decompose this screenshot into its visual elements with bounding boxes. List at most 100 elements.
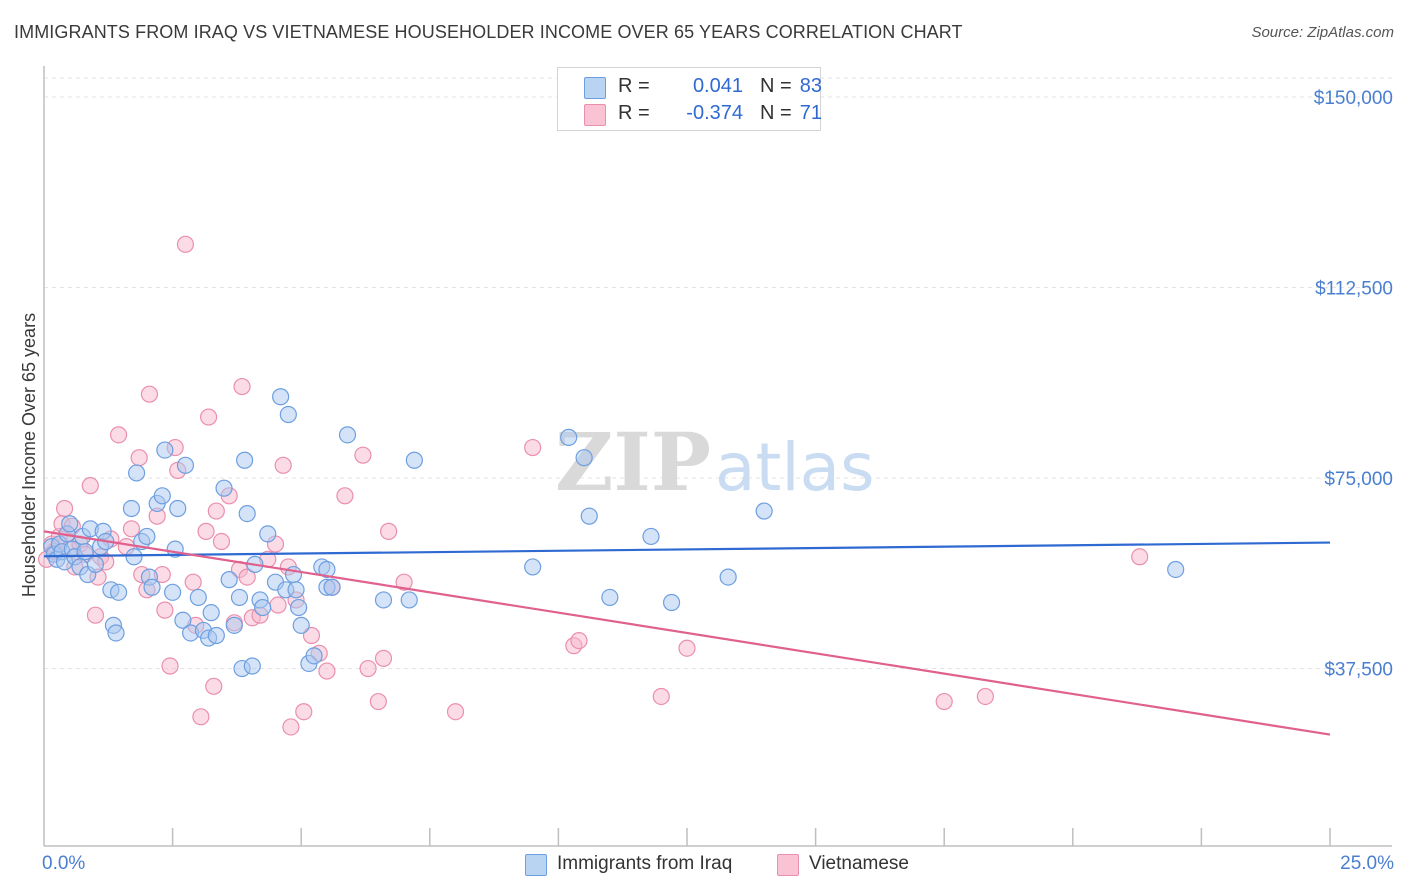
y-tick-label: $75,000	[1324, 469, 1393, 490]
iraq-point	[215, 479, 233, 497]
tick-labels: $37,500 $75,000 $112,500 $150,000 0.0% 25.0%	[42, 88, 1394, 874]
iraq-point	[225, 616, 243, 634]
iraq-point	[601, 588, 619, 607]
legend-r-value: -0.374	[686, 102, 743, 124]
vietnamese-point	[140, 385, 159, 403]
iraq-point	[156, 441, 174, 459]
iraq-point	[125, 548, 143, 566]
vietnamese-point	[197, 522, 215, 540]
iraq-point	[153, 487, 171, 505]
iraq-trend-line	[43, 541, 1331, 558]
legend-swatch-iraq	[525, 854, 547, 876]
iraq-point	[107, 624, 125, 642]
iraq-point	[176, 456, 195, 474]
legend-r-value: 0.041	[692, 75, 743, 97]
legend-swatch-vietnamese	[777, 854, 799, 876]
iraq-point	[642, 527, 660, 546]
vietnamese-point	[354, 446, 372, 464]
vietnamese-point	[318, 662, 336, 680]
vietnamese-point	[161, 657, 179, 675]
legend-label-vietnamese: Vietnamese	[809, 853, 909, 874]
iraq-point	[86, 555, 105, 573]
iraq-point	[560, 428, 578, 446]
iraq-point	[61, 515, 79, 533]
vietnamese-point	[176, 235, 195, 253]
iraq-point	[279, 405, 297, 424]
iraq-point	[174, 611, 192, 629]
iraq-point	[109, 583, 128, 601]
legend-n-label: N =	[760, 75, 792, 97]
iraq-point	[143, 578, 161, 596]
y-tick-label: $37,500	[1324, 660, 1393, 681]
iraq-point	[122, 499, 141, 518]
iraq-point	[580, 507, 598, 525]
vietnamese-point	[233, 377, 251, 396]
x-tick-label: 25.0%	[1340, 853, 1394, 874]
vietnamese-trend-line	[43, 530, 1331, 736]
vietnamese-point	[976, 687, 994, 706]
vietnamese-point	[184, 573, 202, 591]
vietnamese-point	[295, 703, 313, 721]
iraq-point	[287, 581, 305, 599]
iraq-point	[254, 598, 272, 617]
legend-label-iraq: Immigrants from Iraq	[557, 853, 733, 874]
iraq-point	[662, 593, 681, 612]
iraq-point	[207, 626, 225, 645]
iraq-point	[238, 504, 256, 523]
vietnamese-point	[205, 677, 223, 695]
vietnamese-point	[374, 649, 393, 667]
vietnamese-point	[524, 438, 542, 457]
iraq-points	[43, 388, 1185, 678]
vietnamese-point	[200, 408, 218, 426]
iraq-point	[323, 578, 341, 596]
vietnamese-point	[570, 631, 588, 650]
y-axis-label: Householder Income Over 65 years	[19, 313, 39, 597]
iraq-point	[374, 591, 393, 609]
legend-n-value: 83	[799, 75, 822, 97]
legend-n-value: 71	[799, 102, 822, 124]
y-tick-label: $112,500	[1315, 279, 1393, 300]
correlation-legend: R = 0.041 N = 83 R = -0.374 N = 71	[557, 67, 822, 131]
vietnamese-point	[395, 573, 413, 591]
vietnamese-point	[109, 426, 128, 444]
y-tick-label: $150,000	[1314, 88, 1393, 109]
vietnamese-point	[652, 687, 670, 706]
vietnamese-point	[380, 522, 398, 540]
iraq-point	[318, 560, 336, 579]
x-tick-label: 0.0%	[42, 853, 85, 874]
vietnamese-point	[446, 703, 465, 721]
iraq-point	[220, 571, 238, 589]
iraq-point	[202, 604, 220, 622]
iraq-point	[290, 598, 308, 617]
vietnamese-point	[282, 718, 300, 736]
iraq-point	[755, 502, 773, 520]
vietnamese-point	[238, 568, 256, 586]
vietnamese-point	[55, 499, 74, 518]
iraq-point	[243, 657, 261, 675]
vietnamese-point	[192, 708, 210, 726]
legend-n-label: N =	[760, 102, 792, 124]
vietnamese-point	[130, 449, 148, 467]
iraq-point	[338, 426, 357, 444]
iraq-point	[272, 388, 290, 406]
vietnamese-point	[369, 692, 387, 711]
iraq-point	[236, 451, 254, 469]
iraq-point	[259, 525, 277, 543]
vietnamese-point	[122, 520, 141, 538]
vietnamese-point	[269, 596, 287, 614]
iraq-point	[164, 583, 182, 601]
vietnamese-point	[935, 692, 953, 711]
vietnamese-point	[86, 606, 105, 624]
trend-lines	[43, 530, 1331, 736]
vietnamese-point	[156, 601, 174, 619]
chart-title: IMMIGRANTS FROM IRAQ VS VIETNAMESE HOUSE…	[14, 22, 963, 42]
vietnamese-point	[207, 502, 225, 520]
axes	[43, 66, 1392, 847]
iraq-point	[230, 588, 249, 607]
iraq-point	[575, 449, 593, 467]
vietnamese-point	[678, 639, 696, 657]
vietnamese-point	[302, 626, 321, 645]
vietnamese-point	[212, 532, 231, 551]
watermark-atlas: atlas	[715, 429, 875, 506]
